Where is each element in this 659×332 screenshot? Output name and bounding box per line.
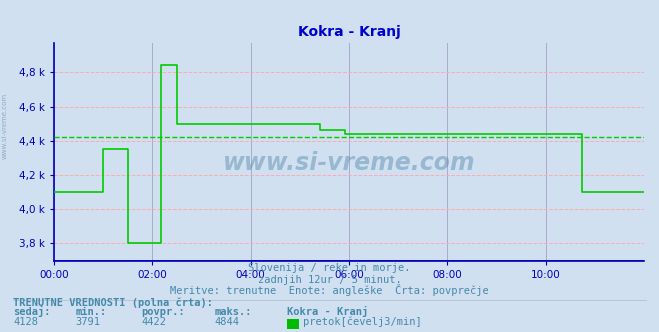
Text: povpr.:: povpr.: xyxy=(142,307,185,317)
Text: 3791: 3791 xyxy=(76,317,101,327)
Text: 4128: 4128 xyxy=(13,317,38,327)
Text: pretok[čevelj3/min]: pretok[čevelj3/min] xyxy=(303,316,422,327)
Text: www.si-vreme.com: www.si-vreme.com xyxy=(1,93,8,159)
Title: Kokra - Kranj: Kokra - Kranj xyxy=(298,25,400,39)
Text: www.si-vreme.com: www.si-vreme.com xyxy=(223,151,475,175)
Text: zadnjih 12ur / 5 minut.: zadnjih 12ur / 5 minut. xyxy=(258,275,401,285)
Text: Kokra - Kranj: Kokra - Kranj xyxy=(287,306,368,317)
Text: 4844: 4844 xyxy=(214,317,239,327)
Text: Meritve: trenutne  Enote: angleške  Črta: povprečje: Meritve: trenutne Enote: angleške Črta: … xyxy=(170,285,489,296)
Text: min.:: min.: xyxy=(76,307,107,317)
Text: sedaj:: sedaj: xyxy=(13,306,51,317)
Text: 4422: 4422 xyxy=(142,317,167,327)
Text: TRENUTNE VREDNOSTI (polna črta):: TRENUTNE VREDNOSTI (polna črta): xyxy=(13,297,213,308)
Text: Slovenija / reke in morje.: Slovenija / reke in morje. xyxy=(248,263,411,273)
Text: maks.:: maks.: xyxy=(214,307,252,317)
